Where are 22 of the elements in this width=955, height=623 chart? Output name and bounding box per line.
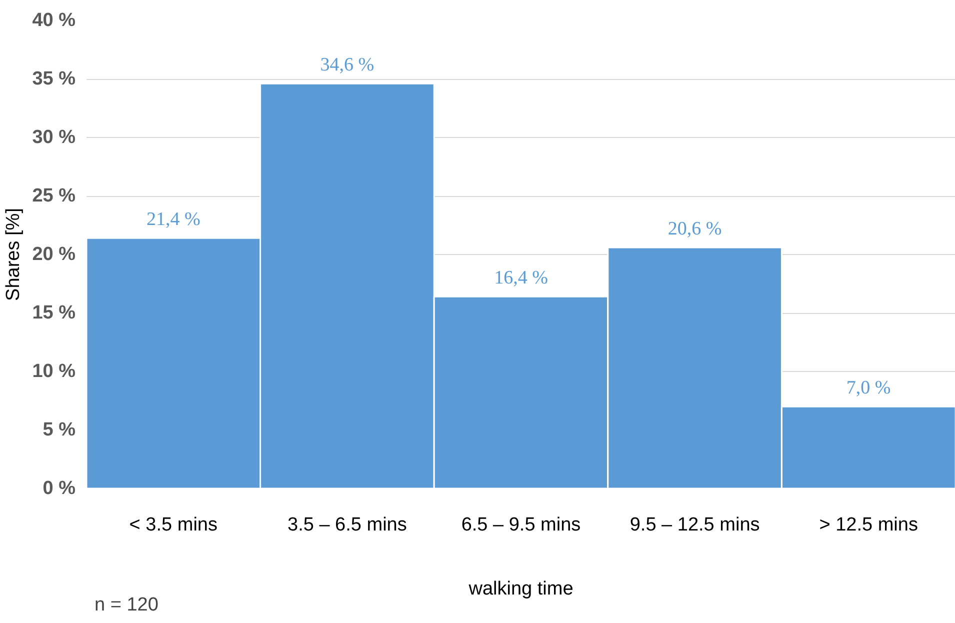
y-tick-label: 35 % xyxy=(32,68,76,90)
data-label: 7,0 % xyxy=(846,378,891,399)
y-axis-title: Shares [%] xyxy=(3,208,24,301)
data-label: 20,6 % xyxy=(668,218,722,240)
x-tick-label: > 12.5 mins xyxy=(819,514,918,536)
y-tick-label: 5 % xyxy=(42,420,76,440)
y-tick-label: 30 % xyxy=(32,127,76,148)
y-tick-label: 0 % xyxy=(42,478,76,499)
x-tick-label: 9.5 – 12.5 mins xyxy=(630,514,760,536)
data-label: 34,6 % xyxy=(320,54,374,76)
text: n = 120 xyxy=(94,594,158,616)
y-tick-label: 10 % xyxy=(32,361,76,382)
y-tick-label: 40 % xyxy=(32,10,76,31)
x-axis-title: walking time xyxy=(468,578,574,600)
x-tick-label: < 3.5 mins xyxy=(129,514,218,536)
y-tick-label: 25 % xyxy=(32,186,76,206)
x-tick-label: 3.5 – 6.5 mins xyxy=(288,514,407,536)
y-tick-label: 20 % xyxy=(32,244,76,265)
data-label: 21,4 % xyxy=(146,209,200,230)
data-label: 16,4 % xyxy=(494,268,548,289)
x-tick-label: 6.5 – 9.5 mins xyxy=(461,514,581,536)
y-tick-label: 15 % xyxy=(32,302,76,324)
